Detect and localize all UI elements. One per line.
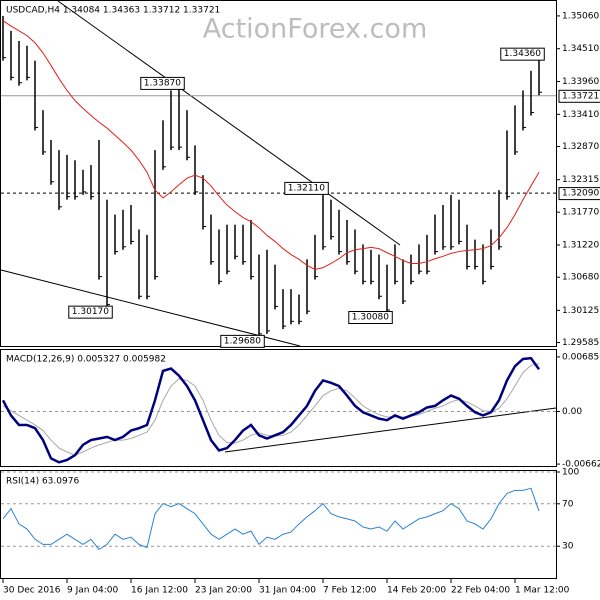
signal-line: [2, 363, 540, 456]
price-label: 1.30080: [352, 313, 389, 323]
price-label: 1.29680: [224, 336, 261, 346]
y-tick-label: 1.30125: [562, 306, 599, 316]
price-label-box: [284, 181, 329, 195]
y-tick-label: 0.00: [562, 407, 582, 417]
rsi-line: [2, 487, 540, 551]
price-label-box: [500, 47, 545, 61]
y-tick-label: 1.34510: [562, 44, 599, 54]
moving-average: [2, 20, 540, 270]
x-tick-label: 14 Feb 20:00: [387, 586, 446, 596]
x-tick-label: 9 Jan 04:00: [67, 586, 119, 596]
y-tick-label: 1.29585: [562, 338, 599, 348]
level-label: 1.33721: [562, 91, 599, 101]
price-label: 1.33870: [144, 78, 181, 88]
price-label: 1.30170: [72, 307, 109, 317]
trend-line: [0, 269, 301, 347]
panel-title: RSI(14) 63.0976: [6, 477, 79, 487]
y-tick-label: -0.00662: [562, 460, 600, 470]
trend-line: [57, 0, 401, 246]
y-tick-label: 1.32870: [562, 142, 599, 152]
y-tick-label: 100: [562, 468, 579, 478]
x-tick-label: 23 Jan 20:00: [195, 586, 252, 596]
y-tick-label: 1.31220: [562, 240, 599, 250]
trend-line: [224, 407, 557, 453]
price-label: 1.34360: [504, 49, 541, 59]
y-tick-label: 70: [562, 499, 574, 509]
macd-line: [1, 356, 541, 464]
price-label-box: [140, 76, 185, 90]
x-tick-label: 1 Mar 12:00: [515, 586, 570, 596]
level-label-box: [558, 187, 600, 201]
y-tick-label: 1.32315: [562, 175, 599, 185]
x-tick-label: 30 Dec 2016: [3, 586, 61, 596]
rsi-panel: [0, 470, 557, 579]
x-tick-label: 22 Feb 04:00: [451, 586, 510, 596]
price-label: 1.32110: [288, 183, 325, 193]
y-tick-label: 0.006859: [562, 352, 600, 362]
panel-title: USDCAD,H4 1.34084 1.34363 1.33712 1.3372…: [6, 6, 220, 16]
watermark: ActionForex.com: [203, 14, 428, 45]
macd-panel: [0, 349, 557, 467]
price-label-box: [68, 305, 113, 319]
price-panel: [0, 0, 557, 347]
x-tick-label: 7 Feb 12:00: [323, 586, 377, 596]
price-label-box: [220, 334, 265, 348]
level-label: 1.32090: [562, 189, 599, 199]
price-label-box: [348, 311, 393, 325]
level-label-box: [558, 89, 600, 103]
y-tick-label: 30: [562, 542, 574, 552]
x-tick-label: 16 Jan 12:00: [131, 586, 188, 596]
x-tick-label: 31 Jan 04:00: [259, 586, 316, 596]
y-tick-label: 1.33960: [562, 77, 599, 87]
panel-title: MACD(12,26,9) 0.005327 0.005982: [6, 355, 166, 365]
y-tick-label: 1.30680: [562, 273, 599, 283]
y-tick-label: 1.31770: [562, 208, 599, 218]
y-tick-label: 1.33410: [562, 110, 599, 120]
y-tick-label: 1.35060: [562, 11, 599, 21]
